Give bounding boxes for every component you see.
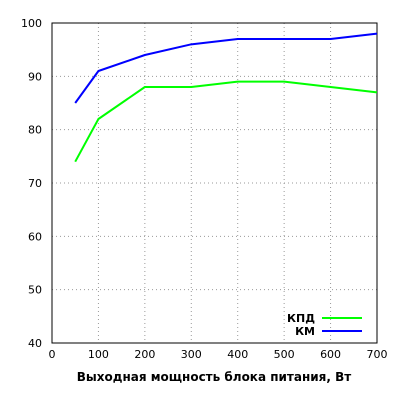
y-tick-label: 40 — [28, 337, 42, 350]
x-axis-label: Выходная мощность блока питания, Вт — [77, 370, 352, 384]
x-tick-labels: 0 100 200 300 400 500 600 700 — [49, 348, 388, 361]
series-line-1 — [74, 80, 378, 163]
x-tick-label: 700 — [367, 348, 388, 361]
grid — [52, 23, 377, 343]
y-tick-label: 50 — [28, 284, 42, 297]
x-tick-label: 400 — [227, 348, 248, 361]
plot-frame — [51, 22, 378, 344]
series-line-2 — [74, 32, 378, 104]
y-tick-label: 60 — [28, 230, 42, 243]
legend-label: КПД — [287, 312, 315, 325]
x-tick-label: 100 — [88, 348, 109, 361]
y-tick-label: 100 — [21, 17, 42, 30]
series-lines — [74, 32, 378, 163]
x-tick-label: 0 — [49, 348, 56, 361]
x-tick-label: 300 — [181, 348, 202, 361]
y-tick-label: 90 — [28, 70, 42, 83]
x-tick-label: 500 — [274, 348, 295, 361]
legend-label: КМ — [295, 325, 315, 338]
y-tick-label: 70 — [28, 177, 42, 190]
y-tick-labels: 40 50 60 70 80 90 100 — [21, 17, 42, 350]
x-tick-label: 600 — [320, 348, 341, 361]
x-tick-label: 200 — [134, 348, 155, 361]
y-tick-label: 80 — [28, 124, 42, 137]
